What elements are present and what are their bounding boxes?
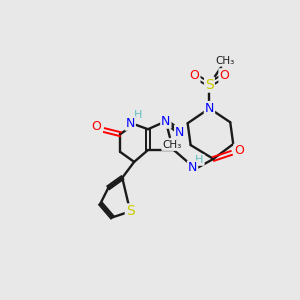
- Text: H: H: [134, 110, 142, 120]
- Text: O: O: [234, 145, 244, 158]
- Text: N: N: [205, 102, 214, 115]
- Text: CH₃: CH₃: [162, 140, 182, 150]
- Text: N: N: [188, 161, 197, 174]
- Text: S: S: [205, 78, 214, 92]
- Text: N: N: [125, 117, 135, 130]
- Text: N: N: [161, 115, 170, 128]
- Text: H: H: [195, 155, 204, 165]
- Text: O: O: [92, 120, 101, 133]
- Text: CH₃: CH₃: [216, 56, 235, 66]
- Text: O: O: [190, 69, 200, 82]
- Text: N: N: [175, 126, 184, 139]
- Text: O: O: [219, 69, 229, 82]
- Text: S: S: [126, 204, 135, 218]
